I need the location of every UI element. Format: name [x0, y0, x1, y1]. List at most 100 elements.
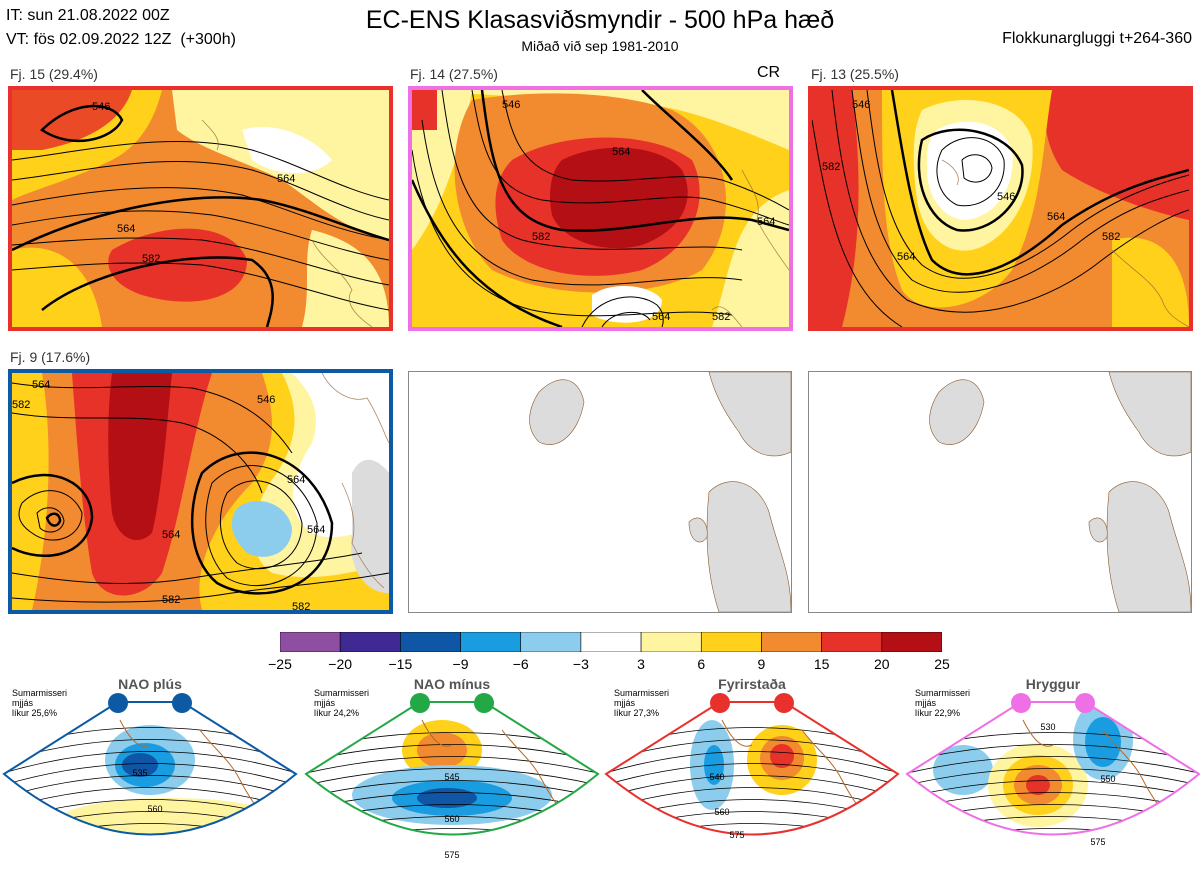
colorbar-swatch — [821, 631, 883, 653]
colorbar-ticks: −25 −20 −15 −9 −6 −3 3 6 9 15 20 25 — [268, 656, 950, 674]
regime-contour-label: 530 — [1040, 722, 1055, 732]
panel-label-cluster-9: Fj. 9 (17.6%) — [10, 349, 91, 365]
cluster-14-map[interactable]: 546 564 564 582 564 582 — [408, 86, 793, 331]
anomaly-shading — [417, 732, 467, 768]
regime-info-line: líkur 22,9% — [915, 708, 961, 718]
contour-label: 582 — [142, 253, 160, 265]
height-contour — [903, 841, 1200, 859]
height-contour — [907, 768, 1199, 787]
contour-label: 564 — [897, 251, 915, 263]
regime-contour-label: 575 — [444, 850, 459, 860]
contour-label: 564 — [287, 474, 305, 486]
regime-info: Sumarmisseri mjjás líkur 24,2% — [314, 688, 369, 718]
regime-border — [2, 701, 298, 836]
height-contour — [306, 768, 598, 787]
contour-label: 564 — [757, 216, 775, 228]
colorbar — [279, 631, 943, 653]
contour-label: 564 — [1047, 211, 1065, 223]
initial-time: IT: sun 21.08.2022 00Z — [6, 7, 170, 24]
regime-panel[interactable]: 530 550 575 Hryggur Sumarmisseri mjjás líkur 2… — [903, 676, 1200, 871]
contour-label: 582 — [1102, 231, 1120, 243]
height-contour — [907, 780, 1199, 799]
regime-info: Sumarmisseri mjjás líkur 27,3% — [614, 688, 669, 718]
regime-info: Sumarmisseri mjjás líkur 25,6% — [12, 688, 67, 718]
valid-time: VT: fös 02.09.2022 12Z (+300h) — [6, 31, 236, 48]
colorbar-tick-label: 20 — [874, 656, 890, 672]
regime-contour-label: 575 — [1090, 837, 1105, 847]
height-contour — [606, 787, 898, 811]
contour-label: 582 — [162, 594, 180, 606]
empty-map-panel-2 — [808, 371, 1192, 613]
page-subtitle: Miðað við sep 1981-2010 — [521, 38, 679, 54]
regime-panel[interactable]: 535 560 NAO plús Sumarmisseri mjjás líkur 25,… — [0, 676, 300, 871]
height-contour — [306, 744, 598, 763]
cluster-13-map[interactable]: 546 564 546 564 582 582 — [808, 86, 1193, 331]
regime-info-line: mjjás — [915, 698, 937, 708]
regime-contour-label: 535 — [132, 768, 147, 778]
colorbar-swatch — [400, 631, 461, 653]
contour-label: 546 — [852, 99, 870, 111]
contour-label: 546 — [257, 394, 275, 406]
contour-label: 546 — [997, 191, 1015, 203]
classification-window: Flokkunargluggi t+264-360 — [1002, 30, 1192, 47]
regime-info-line: Sumarmisseri — [614, 688, 670, 698]
contour-label: 546 — [502, 99, 520, 111]
regime-border — [905, 701, 1200, 836]
regime-title: Fyrirstaða — [718, 676, 786, 692]
colorbar-tick-label: 25 — [934, 656, 950, 672]
colorbar-tick-label: 9 — [757, 656, 766, 672]
regime-info-line: líkur 24,2% — [314, 708, 360, 718]
panel-label-cluster-14: Fj. 14 (27.5%) — [410, 66, 498, 82]
height-contour — [606, 751, 898, 775]
regime-contour-label: 545 — [444, 772, 459, 782]
contour-label: 582 — [292, 601, 310, 610]
height-contour — [907, 744, 1199, 763]
contour-label: 564 — [117, 223, 135, 235]
regime-title: NAO plús — [118, 676, 182, 692]
regime-info-line: mjjás — [614, 698, 636, 708]
regime-contour-label: 550 — [1100, 774, 1115, 784]
page-title: EC-ENS Klasasviðsmyndir - 500 hPa hæð — [365, 6, 835, 34]
regime-info: Sumarmisseri mjjás líkur 22,9% — [915, 688, 970, 718]
height-contour — [306, 756, 598, 775]
regime-marker-dot — [1011, 693, 1031, 713]
height-contour — [4, 763, 296, 787]
contour-label: 564 — [652, 311, 670, 323]
regime-contour-label: 540 — [709, 772, 724, 782]
anomaly-shading — [1013, 847, 1043, 857]
height-contour — [606, 763, 898, 787]
height-contour — [306, 828, 598, 835]
regime-contour-label: 560 — [444, 814, 459, 824]
colorbar-tick-label: 6 — [697, 656, 706, 672]
regime-contour-label: 575 — [729, 830, 744, 840]
cluster-15-map[interactable]: 546 564 564 582 — [8, 86, 393, 331]
colorbar-tick-label: −3 — [572, 656, 589, 672]
regime-info-line: Sumarmisseri — [314, 688, 370, 698]
height-contour — [306, 780, 598, 799]
regime-map: 530 550 575 — [903, 693, 1200, 859]
colorbar-swatch — [640, 631, 702, 653]
regime-panel[interactable]: 545 560 575 NAO mínus Sumarmisseri mjjás líkur… — [302, 676, 602, 871]
header-info: IT: sun 21.08.2022 00Z VT: fös 02.09.2022… — [6, 4, 236, 52]
height-contour — [907, 756, 1199, 775]
contour-label: 564 — [277, 173, 295, 185]
regime-title: NAO mínus — [413, 676, 491, 692]
regime-info-line: Sumarmisseri — [12, 688, 68, 698]
regime-info-line: líkur 25,6% — [12, 708, 58, 718]
anomaly-shading — [933, 745, 993, 795]
contour-label: 546 — [92, 101, 110, 113]
regime-map: 545 560 575 — [304, 693, 600, 860]
colorbar-tick-label: −25 — [268, 656, 292, 672]
regime-title: Hryggur — [1025, 676, 1081, 692]
panel-label-cluster-15: Fj. 15 (29.4%) — [10, 66, 98, 82]
anomaly-shading — [1085, 717, 1121, 767]
height-contour — [907, 828, 1199, 835]
regime-map: 540 560 575 — [604, 693, 900, 840]
regime-info-line: Sumarmisseri — [915, 688, 971, 698]
empty-map-panel-1 — [408, 371, 792, 613]
cluster-9-map[interactable]: 564 582 546 564 564 564 582 582 — [8, 369, 393, 614]
regime-panel[interactable]: 540 560 575 Fyrirstaða Sumarmisseri mjjás líku… — [602, 676, 902, 871]
regime-marker-dot — [474, 693, 494, 713]
colorbar-swatch — [460, 631, 522, 653]
contour-label: 564 — [612, 146, 630, 158]
